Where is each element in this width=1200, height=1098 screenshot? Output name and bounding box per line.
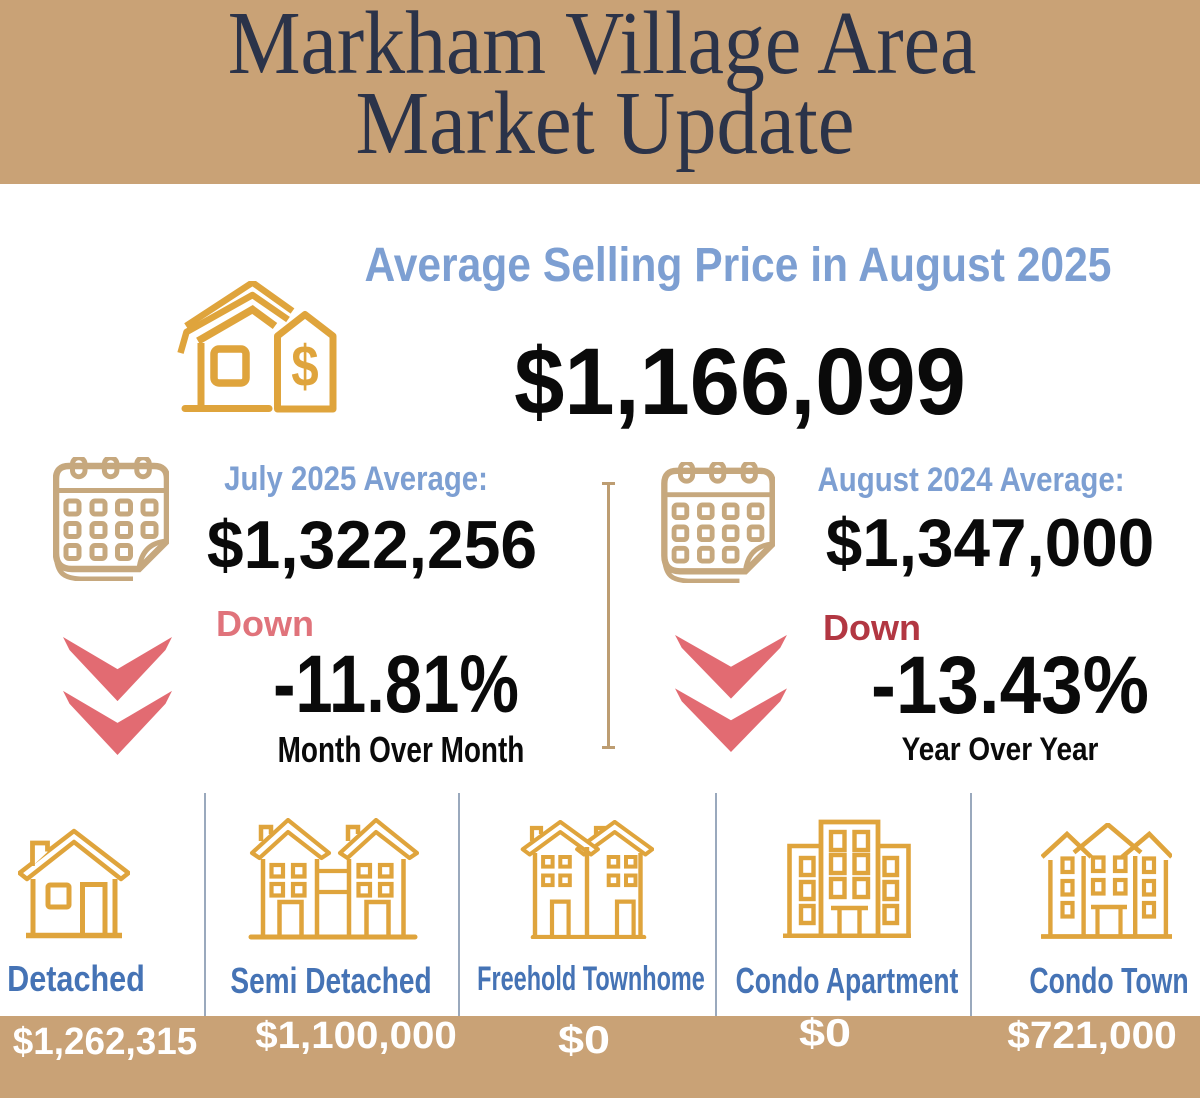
svg-text:$: $: [291, 334, 318, 399]
